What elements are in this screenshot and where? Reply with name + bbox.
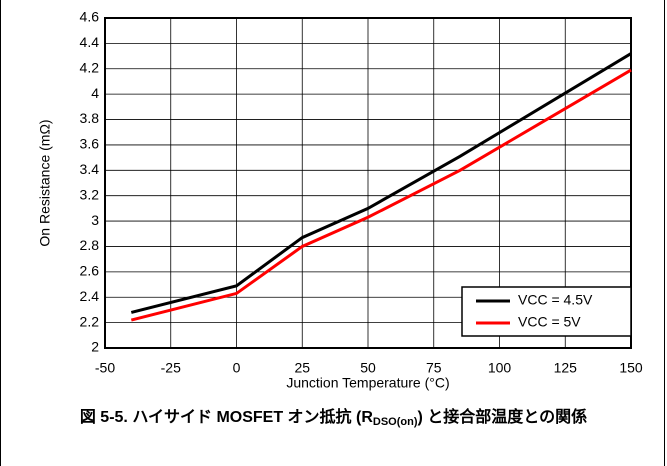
y-tick-label: 4.4 <box>80 34 100 50</box>
plot-border <box>104 17 632 349</box>
legend-box <box>461 286 632 337</box>
series-line <box>130 52 632 314</box>
x-tick-label: 150 <box>619 360 643 376</box>
y-tick-label: 2.4 <box>80 288 100 304</box>
y-tick-label: 3.4 <box>80 161 100 177</box>
caption: 図 5-5. ハイサイド MOSFET オン抵抗 (RDSO(on)) と接合部… <box>40 406 627 434</box>
y-axis-label: On Resistance (mΩ) <box>37 119 53 246</box>
x-tick-label: 75 <box>426 360 442 376</box>
y-tick-label: 3.6 <box>80 136 100 152</box>
y-tick-label: 2.2 <box>80 313 100 329</box>
y-tick-label: 3.8 <box>80 110 100 126</box>
x-tick-label: 50 <box>360 360 376 376</box>
caption-text: 図 5-5. ハイサイド MOSFET オン抵抗 (R <box>79 409 373 426</box>
x-tick-label: 0 <box>233 360 241 376</box>
y-tick-label: 4.2 <box>80 59 100 75</box>
y-tick-label: 2.6 <box>80 263 100 279</box>
y-tick-label: 2.8 <box>80 237 100 253</box>
x-tick-label: -25 <box>161 360 181 376</box>
y-tick-label: 2 <box>91 339 99 355</box>
caption-text: ) と接合部温度との関係 <box>417 409 588 426</box>
caption-subscript: DSO(on) <box>372 416 418 428</box>
series-line <box>130 68 632 322</box>
x-tick-label: 125 <box>554 360 578 376</box>
x-axis-label: Junction Temperature (°C) <box>286 375 449 391</box>
x-tick-label: 25 <box>294 360 310 376</box>
y-tick-label: 4 <box>91 85 99 101</box>
legend-label: VCC = 5V <box>518 314 581 330</box>
x-tick-label: -50 <box>95 360 115 376</box>
y-tick-label: 3 <box>91 212 99 228</box>
y-tick-label: 3.2 <box>80 186 100 202</box>
x-tick-label: 100 <box>488 360 512 376</box>
chart: Junction Temperature (°C) On Resistance … <box>37 9 643 391</box>
y-tick-label: 4.6 <box>80 9 100 25</box>
legend-label: VCC = 4.5V <box>518 292 593 308</box>
